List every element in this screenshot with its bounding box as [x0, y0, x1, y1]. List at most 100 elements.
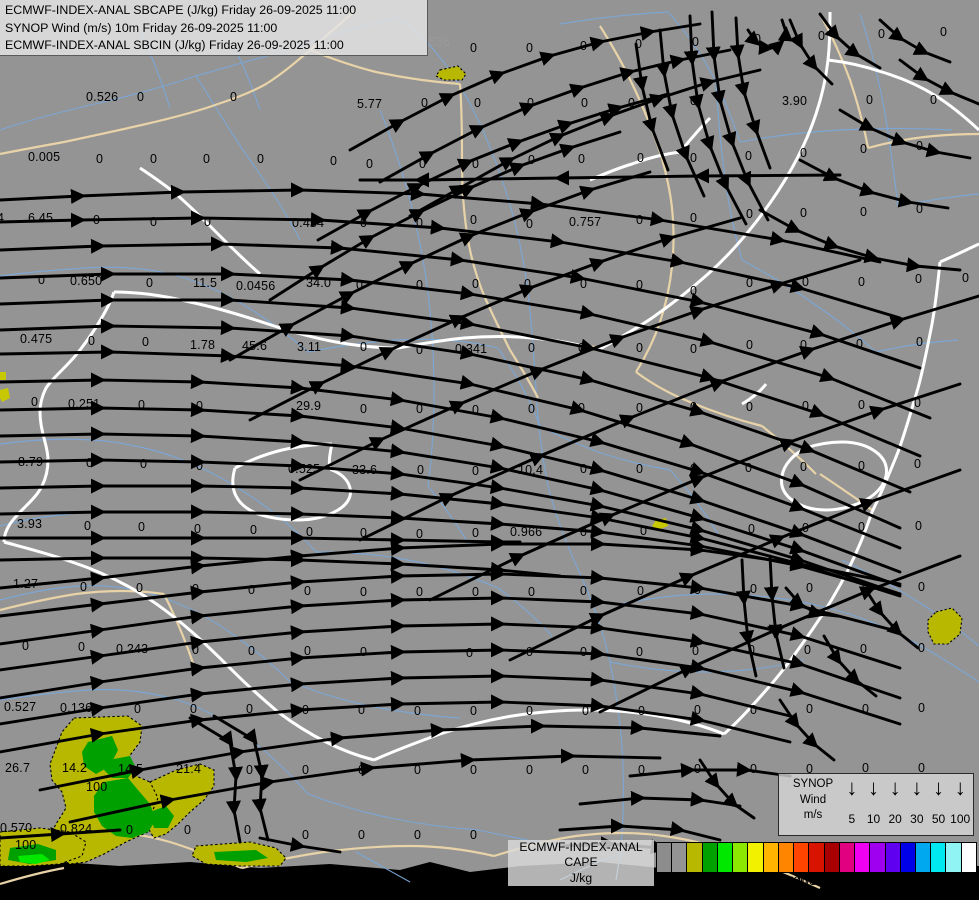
cape-swatch[interactable]: [870, 843, 886, 872]
station-value: 21.4: [176, 762, 202, 776]
cape-swatch[interactable]: [794, 843, 810, 872]
cape-tick-labels: 0 200 400 600 800 1000 1500 2000 2500 4000 6000: [656, 874, 977, 896]
station-value: 0: [802, 275, 810, 289]
cape-color-swatches[interactable]: [656, 842, 977, 873]
station-value: 0: [528, 585, 536, 599]
station-value: 0: [862, 702, 870, 716]
cape-swatch[interactable]: [672, 843, 688, 872]
cape-swatch[interactable]: [961, 843, 976, 872]
station-value: 0: [866, 93, 874, 107]
station-value: 0: [302, 828, 310, 842]
station-value: 0: [416, 585, 424, 599]
station-value: 0: [580, 645, 588, 659]
station-value: 0.475: [20, 332, 53, 346]
cape-colorbar-caption: ECMWF-INDEX-ANAL CAPE J/kg: [508, 840, 654, 886]
station-value: 0: [858, 520, 866, 534]
cape-swatch[interactable]: [915, 843, 932, 872]
station-value: 0.005: [28, 150, 61, 164]
cape-tick-label: 2000: [764, 874, 793, 888]
wind-legend-labels: SYNOP Wind m/s: [785, 777, 841, 824]
station-value: 0: [745, 461, 753, 475]
station-value: 0: [802, 521, 810, 535]
station-value: 0: [472, 277, 480, 291]
station-value: 0: [302, 763, 310, 777]
cape-region-green-2: [94, 778, 156, 838]
station-value: 0: [694, 523, 702, 537]
station-value: 0: [918, 761, 926, 775]
station-value: 0: [750, 703, 758, 717]
cape-swatch[interactable]: [733, 843, 749, 872]
station-value: 0.757: [569, 215, 602, 229]
cape-swatch[interactable]: [824, 843, 840, 872]
station-value: 0: [862, 761, 870, 775]
title-line-cape: ECMWF-INDEX-ANAL SBCAPE (J/kg) Friday 26…: [5, 3, 357, 17]
station-value: 34.0: [306, 276, 332, 290]
station-value: 0: [194, 522, 202, 536]
wind-speed-label: 100: [950, 812, 971, 826]
cape-swatch[interactable]: [778, 843, 795, 872]
station-value: 6.45: [28, 211, 54, 225]
cape-swatch[interactable]: [748, 843, 764, 872]
station-value: 0: [414, 763, 422, 777]
cape-swatch[interactable]: [931, 843, 947, 872]
station-value: 0: [528, 153, 536, 167]
station-value: 0: [750, 762, 758, 776]
cape-swatch[interactable]: [885, 843, 901, 872]
station-value: 0: [690, 342, 698, 356]
station-value: 0: [257, 152, 265, 166]
station-value: 0: [146, 276, 154, 290]
station-value: 0: [694, 703, 702, 717]
cape-swatch[interactable]: [839, 843, 856, 872]
station-value: 0: [526, 704, 534, 718]
station-value: 0: [472, 157, 480, 171]
station-value: 0: [930, 93, 938, 107]
station-value: 0: [856, 337, 864, 351]
cape-tick-label: 400: [691, 874, 713, 888]
cape-colorbar[interactable]: ECMWF-INDEX-ANAL CAPE J/kg 0 200 400 600 800…: [508, 840, 979, 900]
cape-swatch[interactable]: [657, 843, 673, 872]
cape-legend-units: J/kg: [569, 870, 593, 885]
station-value: 0: [358, 763, 366, 777]
cape-tick-label: 4000: [795, 874, 823, 888]
wind-speed-label: 50: [931, 812, 946, 826]
station-value: 0: [628, 96, 636, 110]
station-value: 0: [140, 457, 148, 471]
wind-streamlines: [0, 10, 979, 858]
cape-swatch[interactable]: [702, 843, 718, 872]
synop-wind-legend[interactable]: SYNOP Wind m/s ↓ ↓ ↓ ↓ ↓ ↓ 5 10 20 30 50 100: [778, 773, 974, 836]
cape-swatch[interactable]: [809, 843, 825, 872]
station-value: 0: [80, 580, 88, 594]
cape-swatch[interactable]: [763, 843, 779, 872]
wind-speed-label: 20: [888, 812, 902, 826]
station-value: 0: [690, 211, 698, 225]
cape-tick-label: 6000: [810, 874, 838, 888]
station-value: 0: [640, 524, 648, 538]
wind-speed-label: 30: [910, 812, 924, 826]
station-value: 0: [918, 641, 926, 655]
cape-swatch[interactable]: [717, 843, 734, 872]
title-line-cin: ECMWF-INDEX-ANAL SBCIN (J/kg) Friday 26-…: [5, 38, 344, 53]
cape-blob-left-1: [0, 388, 10, 402]
cape-tick-label: 600: [706, 874, 728, 888]
station-value: 0: [421, 96, 429, 110]
station-value: 0: [358, 703, 366, 717]
station-value: 0: [527, 96, 535, 110]
station-value: 0: [472, 526, 480, 540]
station-value: 0: [360, 645, 368, 659]
station-value: 0: [916, 139, 924, 153]
station-value: 0: [470, 213, 478, 227]
station-value: 0: [637, 584, 645, 598]
station-value: 11.5: [193, 276, 218, 290]
wind-speed-label: 5: [848, 812, 856, 826]
station-value: 0: [93, 213, 101, 227]
cape-swatch[interactable]: [900, 843, 916, 872]
cape-swatch[interactable]: [946, 843, 962, 872]
station-value: 14.5: [118, 762, 144, 776]
station-value: 0: [580, 584, 588, 598]
cape-legend-title-2: CAPE: [564, 855, 598, 870]
cape-swatch[interactable]: [687, 843, 703, 872]
station-value: 0: [414, 704, 422, 718]
cape-swatch[interactable]: [855, 843, 871, 872]
